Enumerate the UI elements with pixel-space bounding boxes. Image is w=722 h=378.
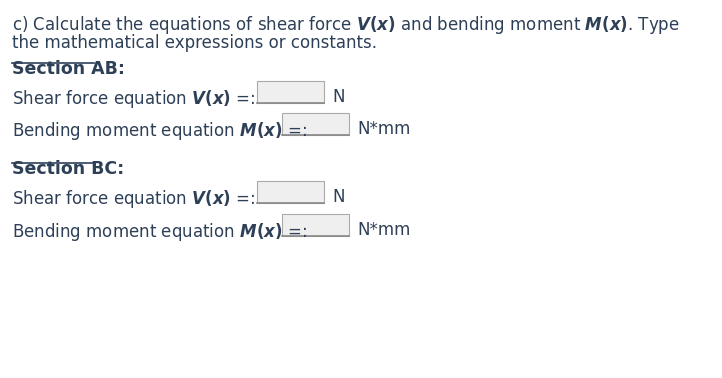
Text: N*mm: N*mm [357, 120, 411, 138]
Text: Shear force equation $\boldsymbol{V(x)}$ =:: Shear force equation $\boldsymbol{V(x)}$… [12, 88, 255, 110]
Text: Section AB:: Section AB: [12, 60, 125, 78]
Text: Shear force equation $\boldsymbol{V(x)}$ =:: Shear force equation $\boldsymbol{V(x)}$… [12, 188, 255, 210]
Text: Bending moment equation $\boldsymbol{M(x)}$ =:: Bending moment equation $\boldsymbol{M(x… [12, 120, 307, 142]
Text: N*mm: N*mm [357, 221, 411, 239]
Text: the mathematical expressions or constants.: the mathematical expressions or constant… [12, 34, 377, 52]
Text: N: N [332, 88, 345, 106]
FancyBboxPatch shape [257, 181, 324, 203]
Text: c) Calculate the equations of shear force $\boldsymbol{V(x)}$ and bending moment: c) Calculate the equations of shear forc… [12, 14, 679, 36]
FancyBboxPatch shape [257, 81, 324, 103]
Text: Section BC:: Section BC: [12, 160, 124, 178]
FancyBboxPatch shape [282, 113, 349, 135]
FancyBboxPatch shape [282, 214, 349, 236]
Text: Bending moment equation $\boldsymbol{M(x)}$ =:: Bending moment equation $\boldsymbol{M(x… [12, 221, 307, 243]
Text: N: N [332, 188, 345, 206]
